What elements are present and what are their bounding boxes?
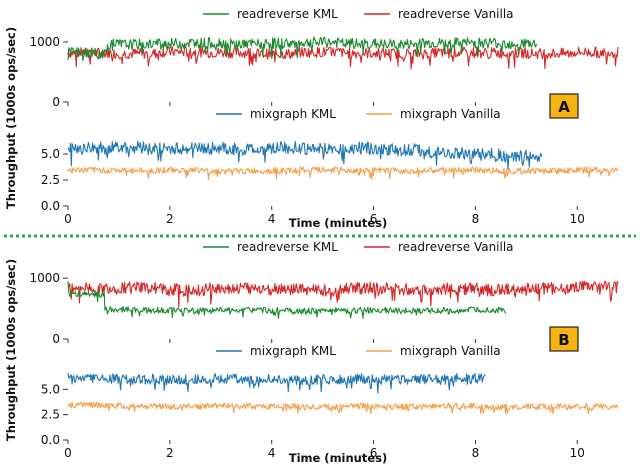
y-tick-label: 0.0	[41, 199, 60, 213]
x-axis-label-a: Time (minutes)	[289, 216, 388, 230]
legend-readreverse-kml-b: readreverse KML	[237, 240, 338, 254]
x-tick-label: 8	[472, 212, 480, 226]
y-tick-label: 2.5	[41, 173, 60, 187]
series-mixgraph-vanilla-b	[67, 401, 619, 415]
series-readreverse-kml-a	[67, 36, 538, 62]
x-tick-label: 6	[370, 446, 378, 460]
x-axis-label-b: Time (minutes)	[289, 451, 388, 465]
x-tick-label: 6	[370, 212, 378, 226]
y-tick-label: 5.0	[41, 147, 60, 161]
x-tick-label: 2	[166, 446, 174, 460]
x-tick-label: 4	[268, 212, 276, 226]
panel-badge-b: B	[558, 331, 569, 349]
y-tick-label: 0	[52, 332, 60, 346]
legend-mixgraph-kml-b: mixgraph KML	[250, 344, 336, 358]
series-readreverse-kml-b	[67, 281, 507, 319]
x-tick-label: 10	[570, 212, 585, 226]
y-axis-label-b: Throughput (1000s ops/sec)	[4, 259, 18, 441]
legend-readreverse-vanilla-b: readreverse Vanilla	[398, 240, 514, 254]
legend-mixgraph-kml-a: mixgraph KML	[250, 107, 336, 121]
y-tick-label: 0.0	[41, 433, 60, 447]
panel-badge-a-box	[549, 93, 579, 119]
series-mixgraph-kml-a	[67, 140, 543, 171]
panel-badge-a: A	[558, 98, 570, 116]
series-readreverse-vanilla-b	[67, 280, 619, 308]
y-tick-label: 1000	[29, 35, 60, 49]
series-mixgraph-kml-b	[67, 372, 486, 394]
legend-mixgraph-vanilla-b: mixgraph Vanilla	[400, 344, 501, 358]
x-tick-label: 10	[570, 446, 585, 460]
x-tick-label: 2	[166, 212, 174, 226]
y-axis-label-a: Throughput (1000s ops/sec)	[4, 27, 18, 209]
x-tick-label: 4	[268, 446, 276, 460]
series-mixgraph-vanilla-a	[67, 166, 619, 181]
legend-mixgraph-vanilla-a: mixgraph Vanilla	[400, 107, 501, 121]
panel-badge-b-box	[549, 326, 579, 352]
y-tick-label: 5.0	[41, 382, 60, 396]
x-tick-label: 0	[64, 446, 72, 460]
legend-readreverse-kml-a: readreverse KML	[237, 7, 338, 21]
y-tick-label: 1000	[29, 271, 60, 285]
y-tick-label: 2.5	[41, 408, 60, 422]
x-tick-label: 0	[64, 212, 72, 226]
series-readreverse-vanilla-a	[67, 45, 619, 70]
y-tick-label: 0	[52, 95, 60, 109]
legend-readreverse-vanilla-a: readreverse Vanilla	[398, 7, 514, 21]
x-tick-label: 8	[472, 446, 480, 460]
